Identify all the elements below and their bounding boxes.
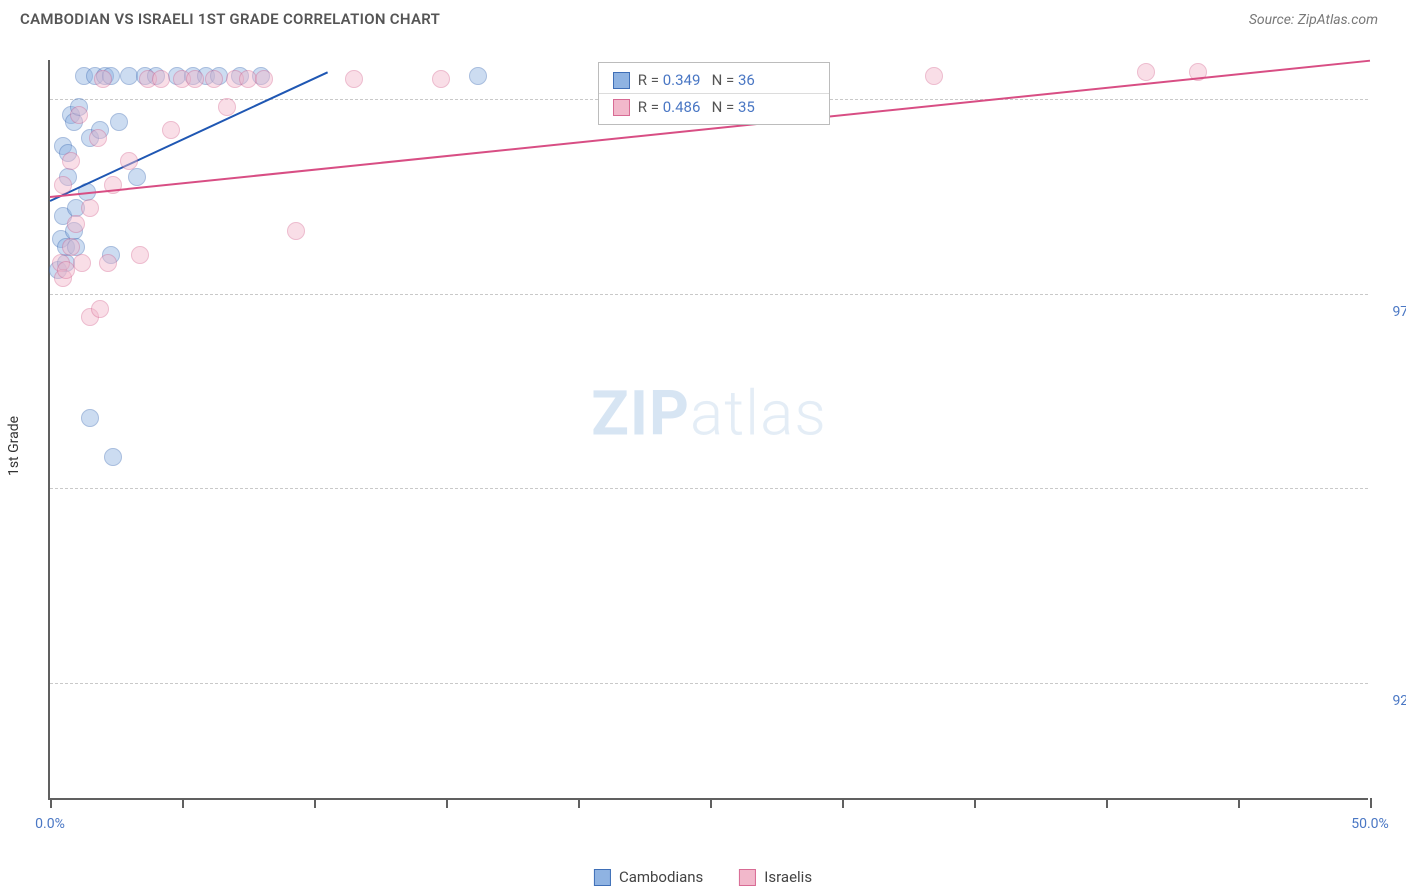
data-point [131,246,149,264]
data-point [73,254,91,272]
bottom-legend: Cambodians Israelis [594,868,812,886]
data-point [62,152,80,170]
legend-row: R = 0.486 N = 35 [599,93,829,120]
y-axis-title: 1st Grade [6,416,22,476]
data-point [99,254,117,272]
x-tick [446,798,448,808]
data-point [54,176,72,194]
scatter-plot: ZIPatlas 92.5%97.5%0.0%50.0%R = 0.349 N … [48,60,1368,800]
y-tick-label: 92.5% [1392,693,1406,709]
x-tick [710,798,712,808]
x-tick [578,798,580,808]
bottom-legend-label: Israelis [764,868,812,886]
x-tick [842,798,844,808]
data-point [120,152,138,170]
data-point [287,222,305,240]
x-tick-label: 50.0% [1351,816,1389,832]
legend-swatch [613,99,630,116]
legend-stat: R = 0.349 N = 36 [638,71,755,89]
data-point [345,70,363,88]
data-point [205,70,223,88]
legend-swatch [739,869,756,886]
data-point [91,300,109,318]
x-tick [314,798,316,808]
watermark: ZIPatlas [591,378,827,451]
bottom-legend-label: Cambodians [619,868,703,886]
gridline [50,294,1368,295]
x-tick [1106,798,1108,808]
data-point [81,409,99,427]
y-tick-label: 97.5% [1392,304,1406,320]
data-point [89,129,107,147]
bottom-legend-item: Cambodians [594,868,703,886]
data-point [94,70,112,88]
data-point [104,448,122,466]
legend-stat: R = 0.486 N = 35 [638,98,755,116]
data-point [255,70,273,88]
legend-swatch [594,869,611,886]
data-point [81,199,99,217]
x-tick [50,798,52,808]
data-point [469,67,487,85]
x-tick [1370,798,1372,808]
x-tick [974,798,976,808]
data-point [152,70,170,88]
legend-box: R = 0.349 N = 36 R = 0.486 N = 35 [598,62,830,125]
data-point [128,168,146,186]
data-point [925,67,943,85]
data-point [67,215,85,233]
gridline [50,488,1368,489]
data-point [1137,63,1155,81]
data-point [70,106,88,124]
source-label: Source: ZipAtlas.com [1249,12,1378,28]
bottom-legend-item: Israelis [739,868,812,886]
data-point [218,98,236,116]
legend-row: R = 0.349 N = 36 [599,67,829,93]
legend-swatch [613,72,630,89]
x-tick-label: 0.0% [35,816,65,832]
chart-title: CAMBODIAN VS ISRAELI 1ST GRADE CORRELATI… [20,10,440,28]
data-point [110,113,128,131]
x-tick [1238,798,1240,808]
data-point [162,121,180,139]
x-tick [182,798,184,808]
gridline [50,683,1368,684]
data-point [186,70,204,88]
data-point [432,70,450,88]
